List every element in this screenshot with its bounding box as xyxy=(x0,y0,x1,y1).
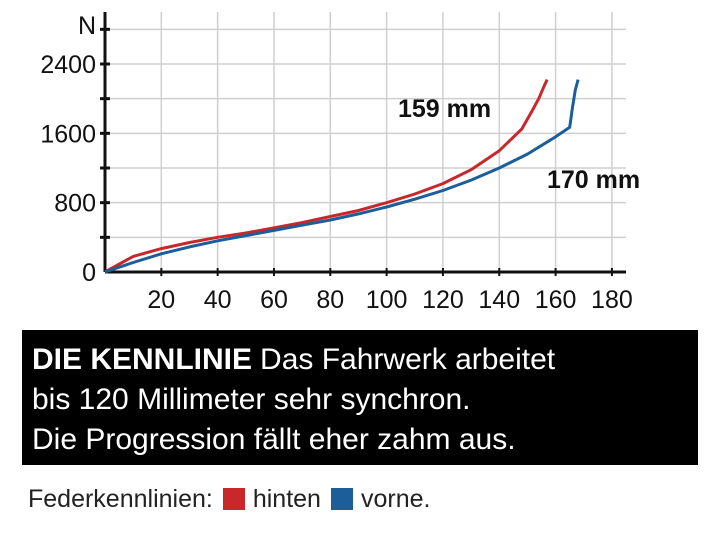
spring-rate-chart: 0 800 1600 2400 N 20 40 60 80 100 120 140 160 180 159 … xyxy=(40,12,640,314)
legend-swatch-hinten xyxy=(222,488,245,510)
y-tick-label-800: 800 xyxy=(54,190,96,218)
legend: Federkennlinien: hinten vorne. xyxy=(28,482,430,516)
x-tick-label-20: 20 xyxy=(147,286,175,314)
y-axis-unit-label: N xyxy=(78,12,96,40)
chart-labels: 0 800 1600 2400 N 20 40 60 80 100 120 140 160 180 159 … xyxy=(40,12,640,314)
chart-ticks xyxy=(100,27,613,276)
x-tick-label-80: 80 xyxy=(316,286,344,314)
x-tick-label-160: 160 xyxy=(535,286,577,314)
chart-series xyxy=(104,78,580,274)
y-tick-label-1600: 1600 xyxy=(40,120,96,148)
legend-label-hinten: hinten xyxy=(252,484,321,513)
legend-swatch-vorne xyxy=(330,488,353,510)
y-tick-label-2400: 2400 xyxy=(40,51,96,79)
legend-label-vorne: vorne. xyxy=(360,484,431,513)
caption-box: DIE KENNLINIE Das Fahrwerk arbeitet bis 1… xyxy=(22,330,698,465)
legend-prefix: Federkennlinien: xyxy=(28,484,213,513)
x-tick-label-120: 120 xyxy=(422,286,464,314)
caption-line-3: Die Progression fällt eher zahm aus. xyxy=(32,423,516,456)
x-tick-label-180: 180 xyxy=(591,286,633,314)
caption-line-1: DIE KENNLINIE Das Fahrwerk arbeitet xyxy=(32,340,688,380)
y-tick-label-0: 0 xyxy=(82,259,96,287)
caption-lead: DIE KENNLINIE xyxy=(32,343,253,376)
chart-axes xyxy=(103,12,626,274)
series-line-vorne xyxy=(104,79,580,274)
series-line-hinten xyxy=(104,78,549,274)
x-tick-label-140: 140 xyxy=(478,286,520,314)
x-tick-label-40: 40 xyxy=(204,286,232,314)
series-label-hinten: 159 mm xyxy=(398,95,491,123)
caption-line-2: bis 120 Millimeter sehr synchron. xyxy=(32,383,471,416)
caption-line1-text: Das Fahrwerk arbeitet xyxy=(260,343,556,376)
x-tick-label-60: 60 xyxy=(260,286,288,314)
series-label-vorne: 170 mm xyxy=(547,166,640,194)
x-tick-label-100: 100 xyxy=(366,286,408,314)
